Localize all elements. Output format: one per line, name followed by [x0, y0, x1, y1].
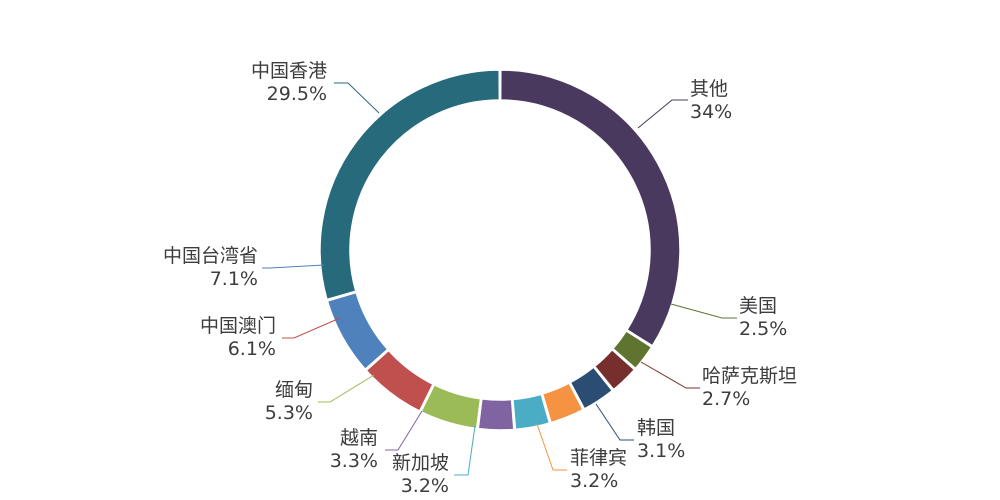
- slice-value-7: 5.3%: [265, 402, 313, 424]
- slice-value-1: 2.5%: [739, 318, 787, 340]
- slice-label-1: 美国: [739, 295, 777, 317]
- leader-line-2: [640, 361, 700, 389]
- donut-slice-0[interactable]: [499, 69, 681, 347]
- slice-label-9: 中国台湾省: [163, 245, 258, 267]
- donut-slice-6[interactable]: [477, 398, 515, 431]
- slice-value-2: 2.7%: [702, 388, 750, 410]
- donut-slice-4[interactable]: [541, 382, 585, 424]
- slice-value-8: 6.1%: [228, 338, 276, 360]
- leader-line-4: [536, 423, 567, 471]
- slice-value-10: 29.5%: [267, 83, 327, 105]
- slice-label-0: 其他: [690, 78, 728, 100]
- donut-slice-5[interactable]: [512, 393, 551, 431]
- leader-line-7: [318, 374, 375, 403]
- slice-value-5: 3.2%: [401, 475, 449, 497]
- donut-slice-2[interactable]: [593, 348, 636, 391]
- slice-label-2: 哈萨克斯坦: [702, 365, 797, 387]
- leader-line-5: [454, 425, 476, 476]
- leader-line-10: [334, 82, 380, 114]
- slice-label-4: 菲律宾: [570, 447, 627, 469]
- slice-value-0: 34%: [690, 101, 732, 123]
- slice-value-3: 3.1%: [637, 440, 685, 462]
- leader-line-6: [385, 410, 423, 451]
- donut-slice-9[interactable]: [326, 291, 389, 371]
- leader-line-3: [595, 403, 634, 441]
- donut-slice-8[interactable]: [365, 349, 434, 413]
- donut-slice-1[interactable]: [611, 329, 653, 370]
- donut-slice-10[interactable]: [319, 69, 501, 301]
- slice-value-4: 3.2%: [570, 470, 618, 492]
- slice-label-7: 缅甸: [275, 379, 313, 401]
- slice-value-6: 3.3%: [330, 450, 378, 472]
- donut-slice-3[interactable]: [569, 366, 614, 410]
- slice-value-9: 7.1%: [210, 268, 258, 290]
- slice-label-10: 中国香港: [251, 60, 327, 82]
- leader-line-9: [262, 264, 325, 269]
- slice-label-8: 中国澳门: [200, 315, 276, 337]
- leader-line-0: [637, 99, 688, 129]
- leader-line-1: [670, 303, 737, 319]
- leader-line-8: [282, 317, 341, 339]
- slice-label-3: 韩国: [637, 417, 675, 439]
- donut-slice-7[interactable]: [420, 383, 482, 430]
- slice-label-5: 新加坡: [392, 452, 449, 474]
- slice-label-6: 越南: [340, 427, 378, 449]
